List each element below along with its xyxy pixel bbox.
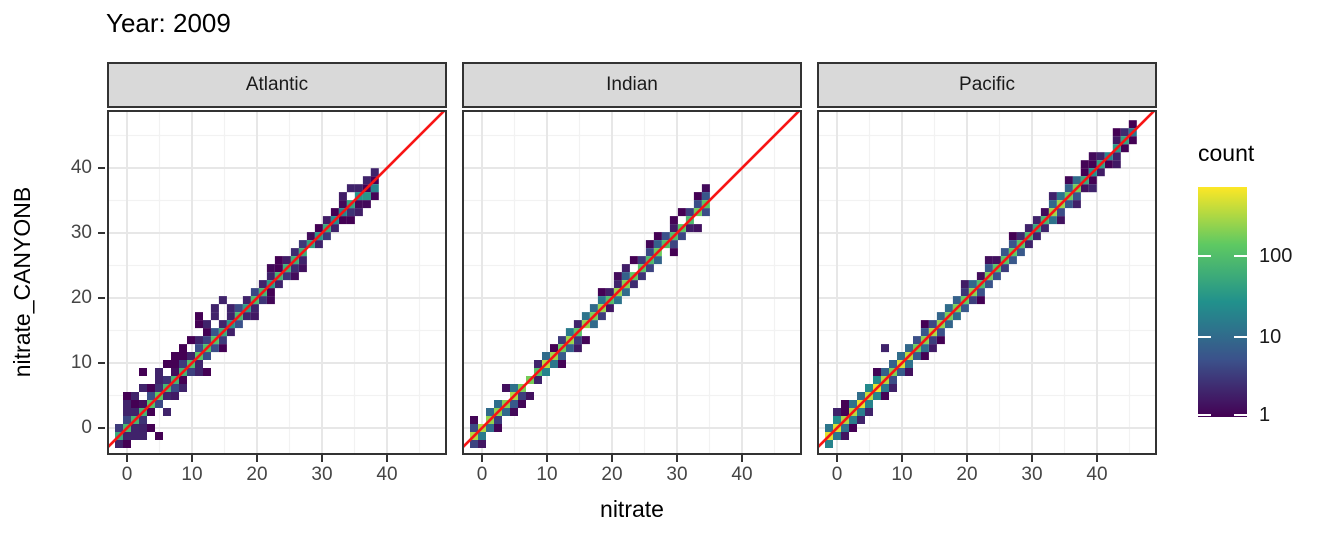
identity-line: [107, 110, 447, 450]
x-tick-mark: [741, 455, 743, 462]
legend-title: count: [1198, 140, 1255, 166]
x-tick-label: 10: [536, 464, 558, 485]
y-tick-label: 20: [70, 287, 92, 308]
x-tick-mark: [611, 455, 613, 462]
x-axis-title: nitrate: [600, 496, 664, 522]
x-tick-label: 10: [891, 464, 913, 485]
x-tick-label: 20: [956, 464, 978, 485]
legend-tick-mark: [1234, 413, 1247, 416]
x-tick-label: 30: [666, 464, 688, 485]
panel-atlantic: [107, 110, 447, 455]
x-axis-atlantic: 0 10 20 30 40: [107, 455, 447, 495]
y-tick-mark: [98, 167, 105, 169]
x-tick-mark: [256, 455, 258, 462]
facet-strip-label: Indian: [606, 74, 658, 95]
legend-tick-mark: [1234, 255, 1247, 257]
x-tick-mark: [191, 455, 193, 462]
y-tick-label: 30: [70, 222, 92, 243]
gridlines: [462, 110, 802, 455]
x-tick-label: 40: [731, 464, 753, 485]
facet-pacific: Pacific 0 10 20 30 40: [817, 0, 1157, 537]
x-tick-mark: [386, 455, 388, 462]
y-tick-mark: [98, 232, 105, 234]
x-tick-mark: [321, 455, 323, 462]
x-tick-label: 30: [311, 464, 333, 485]
panel-border: [462, 110, 802, 455]
legend-tick-label: 100: [1259, 245, 1293, 267]
panel-pacific: [817, 110, 1157, 455]
facet-strip-label: Pacific: [959, 74, 1015, 95]
x-tick-mark: [126, 455, 128, 462]
x-axis-pacific: 0 10 20 30 40: [817, 455, 1157, 495]
facet-strip: Indian: [462, 62, 802, 108]
x-tick-mark: [546, 455, 548, 462]
x-tick-mark: [836, 455, 838, 462]
bin-layer: [115, 168, 379, 448]
gridlines: [817, 110, 1157, 455]
y-tick-mark: [98, 362, 105, 364]
panel-indian: [462, 110, 802, 455]
x-tick-label: 40: [376, 464, 398, 485]
legend-tick-label: 1: [1259, 403, 1271, 426]
facet-atlantic: Atlantic 0 10 20 30 40: [107, 0, 447, 537]
y-axis-title: nitrate_CANYONB: [9, 186, 35, 378]
x-tick-label: 0: [831, 464, 843, 485]
plot-title: Year: 2009: [106, 8, 231, 38]
x-tick-label: 20: [246, 464, 268, 485]
panel-border: [107, 110, 447, 455]
y-tick-mark: [98, 297, 105, 299]
x-tick-label: 0: [476, 464, 488, 485]
x-tick-label: 40: [1086, 464, 1108, 485]
identity-line: [462, 110, 802, 450]
x-tick-mark: [481, 455, 483, 462]
legend-colorbar: [1198, 187, 1247, 417]
x-tick-mark: [901, 455, 903, 462]
panel-border: [817, 110, 1157, 455]
x-tick-mark: [676, 455, 678, 462]
y-tick-label: 0: [81, 417, 92, 438]
x-tick-mark: [1096, 455, 1098, 462]
legend-tick-mark: [1198, 413, 1211, 416]
x-tick-label: 10: [181, 464, 203, 485]
y-tick-label: 40: [70, 157, 92, 178]
y-tick-label: 10: [70, 352, 92, 373]
legend-tick-label: 10: [1259, 325, 1282, 348]
x-tick-mark: [1031, 455, 1033, 462]
identity-line: [817, 110, 1157, 450]
facet-strip: Pacific: [817, 62, 1157, 108]
facet-strip: Atlantic: [107, 62, 447, 108]
x-tick-label: 0: [121, 464, 133, 485]
x-tick-label: 20: [601, 464, 623, 485]
y-tick-mark: [98, 427, 105, 429]
legend-tick-mark: [1198, 335, 1211, 338]
facet-indian: Indian 0 10 20 30 40: [462, 0, 802, 537]
x-axis-indian: 0 10 20 30 40: [462, 455, 802, 495]
legend-tick-mark: [1234, 335, 1247, 338]
legend-tick-mark: [1198, 255, 1211, 257]
x-tick-mark: [966, 455, 968, 462]
x-tick-label: 30: [1021, 464, 1043, 485]
bin-layer: [470, 184, 710, 448]
facet-strip-label: Atlantic: [245, 74, 309, 95]
